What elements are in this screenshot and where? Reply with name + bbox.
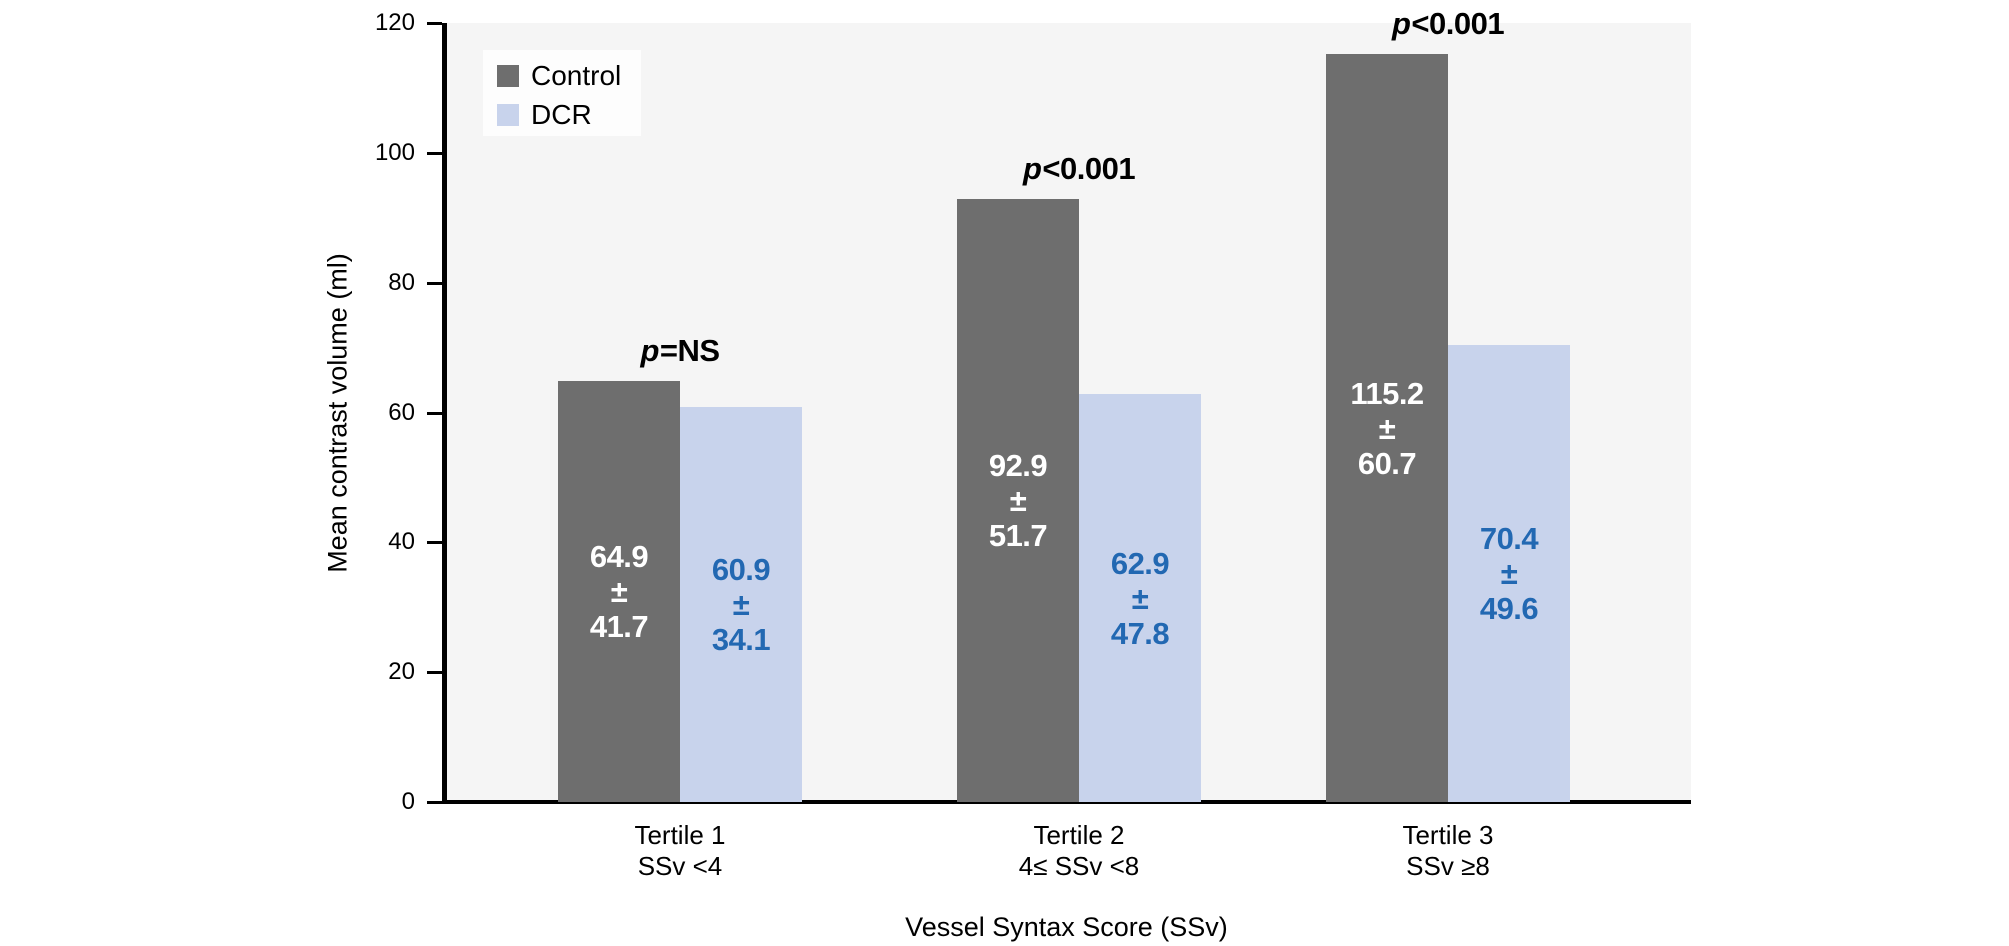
bar-control-2: 92.9 ±51.7 [957,198,1079,802]
bar-dcr-1: 60.9 ±34.1 [680,406,802,802]
y-tick-label: 40 [388,528,415,556]
legend-item-dcr: DCR [497,98,641,132]
x-axis-line [442,800,1691,804]
value-label-dcr-2: 62.9 ±47.8 [1110,545,1170,651]
legend-item-control: Control [497,59,641,93]
y-tick-label: 20 [388,658,415,686]
legend-swatch-dcr [497,104,519,126]
y-tick-mark [427,411,442,415]
y-tick-mark [427,801,442,804]
bar-dcr-2: 62.9 ±47.8 [1079,393,1201,802]
value-label-dcr-1: 60.9 ±34.1 [711,552,771,658]
legend-label-control: Control [531,60,622,91]
bar-dcr-3: 70.4 ±49.6 [1448,344,1570,802]
y-tick-label: 100 [374,138,415,166]
value-label-control-2: 92.9 ±51.7 [988,448,1048,554]
y-tick-mark [427,541,442,545]
y-tick-mark [427,281,442,285]
y-tick-label: 0 [401,788,415,815]
y-tick-label: 120 [374,9,415,36]
y-axis-line [442,23,447,804]
y-tick-mark [427,671,442,675]
value-label-control-1: 64.9 ±41.7 [589,539,649,645]
x-category-label-3: Tertile 3 SSv ≥8 [1402,820,1494,881]
x-category-label-1: Tertile 1 SSv <4 [634,820,726,881]
y-tick-label: 80 [388,268,415,296]
bar-control-3: 115.2 ±60.7 [1326,54,1448,802]
y-tick-label: 60 [388,398,415,426]
legend: Control DCR [483,50,641,136]
y-tick-mark [427,22,442,25]
y-tick-mark [427,151,442,155]
value-label-dcr-3: 70.4 ±49.6 [1479,521,1539,627]
x-category-label-2: Tertile 2 4≤ SSv <8 [1018,820,1140,881]
p-value-label-1: p=NS [640,332,720,368]
legend-label-dcr: DCR [531,99,592,130]
p-value-label-2: p<0.001 [1022,150,1136,186]
value-label-control-3: 115.2 ±60.7 [1350,376,1424,482]
legend-swatch-control [497,65,519,87]
x-axis-title: Vessel Syntax Score (SSv) [905,912,1228,942]
bar-control-1: 64.9 ±41.7 [558,380,680,802]
p-value-label-3: p<0.001 [1391,6,1505,42]
